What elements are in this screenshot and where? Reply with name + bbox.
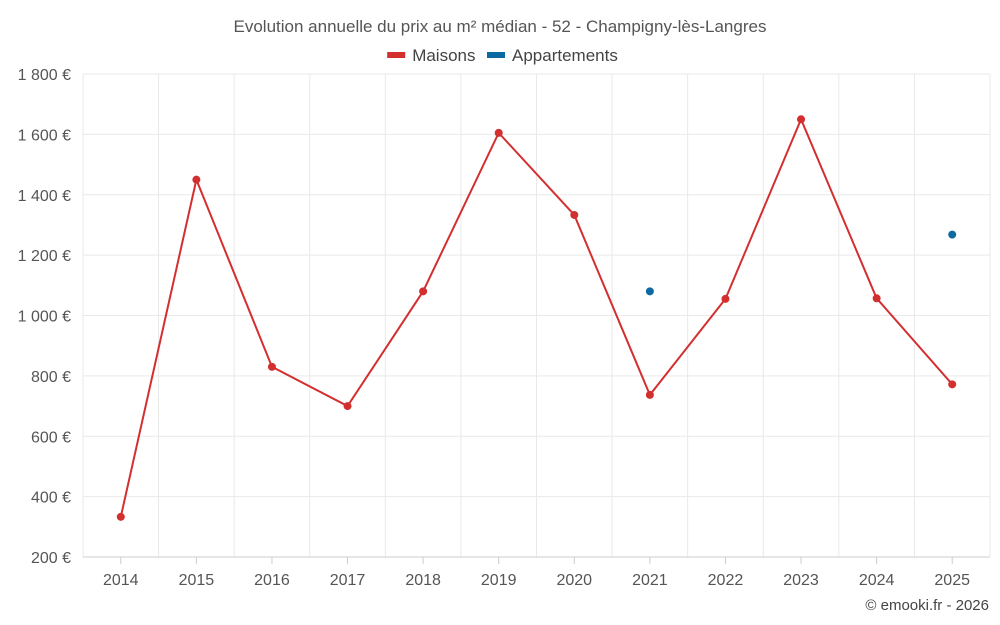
legend: Maisons Appartements: [387, 46, 618, 65]
data-point[interactable]: [494, 128, 503, 137]
series-line: [119, 116, 953, 518]
y-axis: 200 € 400 € 600 € 800 € 1 000 € 1 200 € 1 400 …: [18, 67, 71, 567]
legend-item-maisons[interactable]: Maisons: [387, 46, 476, 65]
x-tick-label: 2024: [859, 572, 895, 589]
legend-item-appartements[interactable]: Appartements: [487, 46, 618, 65]
plot-area: [116, 115, 957, 521]
series-appartements: [645, 230, 957, 296]
x-tick-label: 2021: [632, 572, 668, 589]
x-tick-label: 2017: [330, 572, 366, 589]
x-tick-label: 2015: [179, 572, 215, 589]
data-point[interactable]: [872, 294, 881, 303]
data-point[interactable]: [721, 294, 730, 303]
y-tick-label: 1 400 €: [18, 188, 71, 205]
y-tick-label: 200 €: [31, 550, 71, 567]
data-point[interactable]: [192, 175, 201, 184]
y-tick-label: 1 800 €: [18, 67, 71, 84]
x-tick-label: 2025: [934, 572, 970, 589]
x-tick-label: 2016: [254, 572, 290, 589]
legend-label: Maisons: [412, 46, 475, 65]
y-tick-label: 400 €: [31, 490, 71, 507]
data-point[interactable]: [645, 390, 654, 399]
y-tick-label: 1 200 €: [18, 248, 71, 265]
data-point[interactable]: [948, 230, 957, 239]
data-point[interactable]: [948, 380, 957, 389]
x-tick-label: 2022: [708, 572, 744, 589]
y-tick-label: 600 €: [31, 429, 71, 446]
y-tick-label: 800 €: [31, 369, 71, 386]
y-tick-label: 1 600 €: [18, 127, 71, 144]
data-point[interactable]: [797, 115, 806, 124]
data-point[interactable]: [645, 287, 654, 296]
y-tick-label: 1 000 €: [18, 309, 71, 326]
data-point[interactable]: [343, 402, 352, 411]
grid: [82, 73, 991, 557]
data-point[interactable]: [570, 210, 579, 219]
x-tick-label: 2020: [556, 572, 592, 589]
legend-swatch: [487, 52, 505, 58]
data-point[interactable]: [116, 512, 125, 521]
x-tick-label: 2019: [481, 572, 517, 589]
series-maisons: [116, 115, 957, 521]
credit-text: © emooki.fr - 2026: [865, 597, 989, 614]
x-tick-label: 2018: [405, 572, 441, 589]
x-tick-label: 2014: [103, 572, 139, 589]
data-point[interactable]: [267, 362, 276, 371]
legend-label: Appartements: [512, 46, 618, 65]
chart-title: Evolution annuelle du prix au m² médian …: [234, 17, 767, 36]
legend-swatch: [387, 52, 406, 58]
x-tick-label: 2023: [783, 572, 819, 589]
x-axis: 2014 2015 2016 2017 2018 2019 2020 2021 2022 2023…: [83, 556, 990, 589]
data-point[interactable]: [419, 287, 428, 296]
